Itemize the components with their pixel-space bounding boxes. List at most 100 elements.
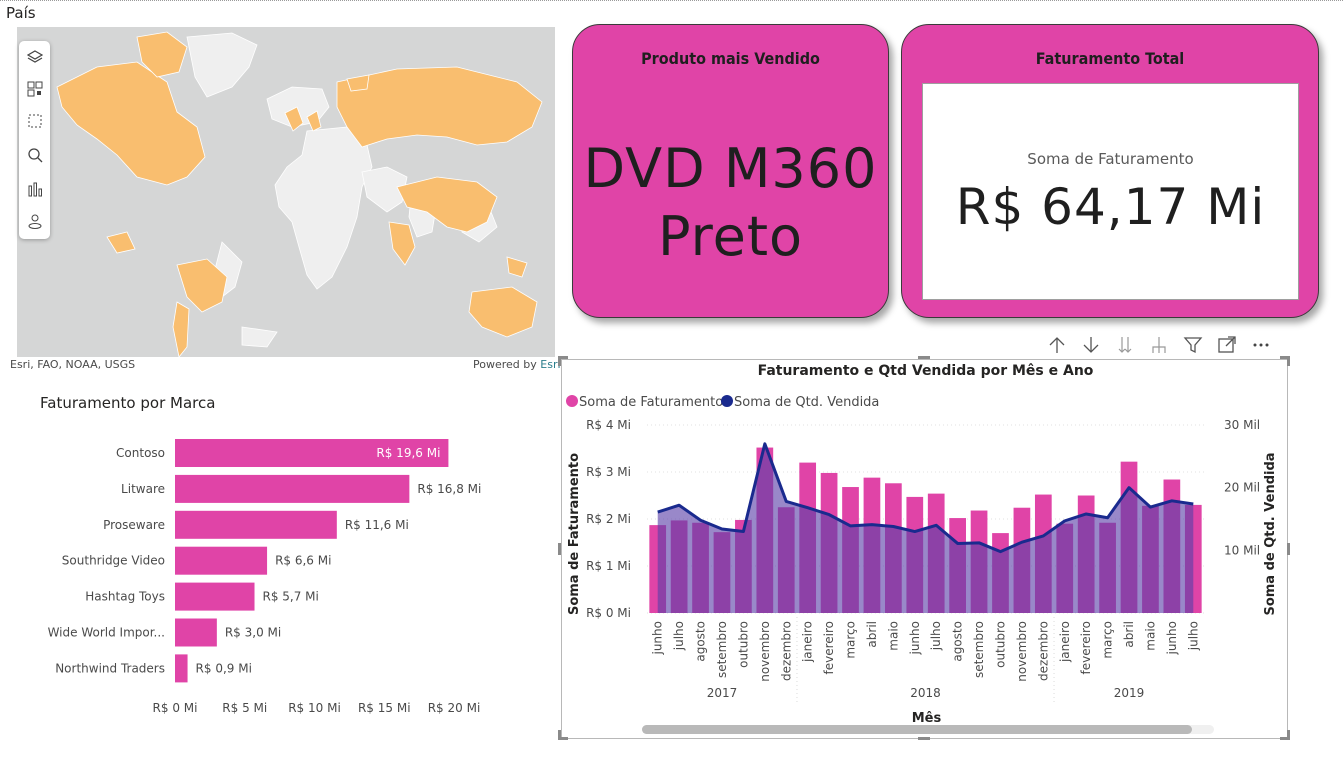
legend-marker[interactable]	[721, 395, 733, 407]
legend-marker[interactable]	[566, 395, 578, 407]
card-produto-mais-vendido[interactable]: Produto mais Vendido DVD M360 Preto	[572, 24, 889, 318]
x-tick-label: maio	[1143, 621, 1157, 651]
combo-chart-title: Faturamento e Qtd Vendida por Mês e Ano	[758, 363, 1094, 379]
x-tick-label: abril	[865, 621, 879, 648]
bar[interactable]	[175, 439, 449, 467]
y-left-axis-title: Soma de Faturamento	[567, 453, 582, 615]
bar-data-label: R$ 6,6 Mi	[275, 554, 331, 568]
map-powered-by[interactable]: Powered by Esri	[473, 358, 561, 371]
x-tick-label: R$ 15 Mi	[358, 701, 411, 715]
bar[interactable]	[175, 654, 188, 683]
bar-chart-title: Faturamento por Marca	[40, 394, 216, 412]
year-label: 2017	[707, 686, 738, 700]
visual-header	[1040, 331, 1278, 359]
x-axis-title: Mês	[912, 711, 942, 725]
resize-handle[interactable]	[558, 356, 561, 366]
resize-handle[interactable]	[1280, 356, 1290, 359]
bar-chart-faturamento-por-marca[interactable]: Contoso R$ 19,6 Mi Litware R$ 16,8 Mi Prosew…	[0, 420, 540, 725]
resize-handle[interactable]	[558, 356, 568, 359]
x-tick-label: março	[844, 621, 858, 659]
x-tick-label: maio	[886, 621, 900, 651]
bar-category-label: Proseware	[103, 518, 165, 532]
horizontal-scrollbar-thumb[interactable]	[642, 725, 1192, 734]
resize-handle[interactable]	[1287, 356, 1290, 366]
x-tick-label: julho	[1186, 621, 1200, 651]
x-tick-label: novembro	[1015, 621, 1029, 682]
resize-handle[interactable]	[1287, 730, 1290, 740]
x-tick-label: junho	[908, 621, 922, 656]
double-arrow-down-icon[interactable]	[1108, 331, 1142, 359]
top-border	[0, 0, 1343, 2]
resize-handle[interactable]	[558, 737, 568, 740]
year-label: 2019	[1114, 686, 1145, 700]
bar-data-label: R$ 5,7 Mi	[263, 590, 319, 604]
x-tick-label: R$ 5 Mi	[222, 701, 267, 715]
focus-mode-icon[interactable]	[1210, 331, 1244, 359]
bar-data-label: R$ 19,6 Mi	[376, 446, 440, 460]
bar[interactable]	[175, 582, 255, 611]
select-rect-icon[interactable]	[25, 111, 45, 131]
filter-icon[interactable]	[1176, 331, 1210, 359]
y-left-tick-label: R$ 3 Mi	[586, 465, 631, 479]
bar[interactable]	[175, 510, 337, 539]
x-tick-label: outubro	[993, 621, 1007, 668]
bar-chart-icon[interactable]	[25, 179, 45, 199]
resize-handle[interactable]	[918, 356, 930, 359]
resize-handle[interactable]	[1287, 543, 1290, 555]
x-tick-label: R$ 20 Mi	[428, 701, 481, 715]
bar-category-label: Hashtag Toys	[85, 590, 165, 604]
powered-by-brand[interactable]: Esri	[540, 358, 561, 371]
x-tick-label: março	[1101, 621, 1115, 659]
y-right-axis-title: Soma de Qtd. Vendida	[1263, 452, 1278, 615]
x-tick-label: novembro	[758, 621, 772, 682]
card-title: Faturamento Total	[1035, 49, 1185, 68]
expand-hierarchy-icon[interactable]	[1142, 331, 1176, 359]
more-options-icon[interactable]	[1244, 331, 1278, 359]
map-canvas[interactable]	[17, 27, 555, 357]
x-tick-label: julho	[929, 621, 943, 651]
bar[interactable]	[175, 618, 217, 647]
line-series[interactable]	[657, 442, 1194, 554]
x-tick-label: R$ 0 Mi	[153, 701, 198, 715]
resize-handle[interactable]	[558, 730, 561, 740]
y-left-tick-label: R$ 4 Mi	[586, 418, 631, 432]
bar-data-label: R$ 3,0 Mi	[225, 626, 281, 640]
x-tick-label: R$ 10 Mi	[288, 701, 341, 715]
x-tick-label: janeiro	[801, 621, 815, 663]
resize-handle[interactable]	[918, 737, 930, 740]
x-tick-label: agosto	[694, 621, 708, 662]
user-location-icon[interactable]	[25, 211, 45, 231]
resize-handle[interactable]	[1280, 737, 1290, 740]
line-area	[657, 443, 1194, 613]
card-faturamento-total[interactable]: Faturamento Total Soma de Faturamento R$…	[901, 24, 1319, 318]
card-title: Produto mais Vendido	[641, 49, 820, 68]
card-value-line2: Preto	[657, 205, 804, 268]
bar-category-label: Contoso	[116, 446, 165, 460]
x-tick-label: outubro	[736, 621, 750, 668]
y-right-tick-label: 30 Mil	[1224, 418, 1260, 432]
y-left-tick-label: R$ 0 Mi	[586, 606, 631, 620]
powered-by-prefix: Powered by	[473, 358, 541, 371]
year-label: 2018	[910, 686, 941, 700]
qr-icon[interactable]	[25, 79, 45, 99]
land-highlight	[56, 31, 543, 357]
x-tick-label: junho	[651, 621, 665, 656]
combo-chart-faturamento-qtd[interactable]: Faturamento e Qtd Vendida por Mês e Ano S…	[561, 359, 1288, 725]
search-icon[interactable]	[25, 145, 45, 165]
y-right-tick-label: 20 Mil	[1224, 481, 1260, 495]
y-right-tick-label: 10 Mil	[1224, 543, 1260, 557]
arrow-down-icon[interactable]	[1074, 331, 1108, 359]
card-value: R$ 64,17 Mi	[955, 178, 1266, 236]
bar[interactable]	[175, 546, 268, 575]
world-map[interactable]	[17, 27, 555, 357]
bar-category-label: Litware	[121, 482, 165, 496]
bar-category-label: Southridge Video	[62, 554, 165, 568]
x-tick-label: fevereiro	[822, 621, 836, 675]
layers-icon[interactable]	[25, 47, 45, 67]
resize-handle[interactable]	[558, 543, 561, 555]
legend-label[interactable]: Soma de Faturamento	[579, 395, 723, 410]
arrow-up-icon[interactable]	[1040, 331, 1074, 359]
legend-label[interactable]: Soma de Qtd. Vendida	[734, 395, 879, 410]
bar[interactable]	[175, 474, 410, 503]
bar-category-label: Northwind Traders	[55, 661, 165, 675]
